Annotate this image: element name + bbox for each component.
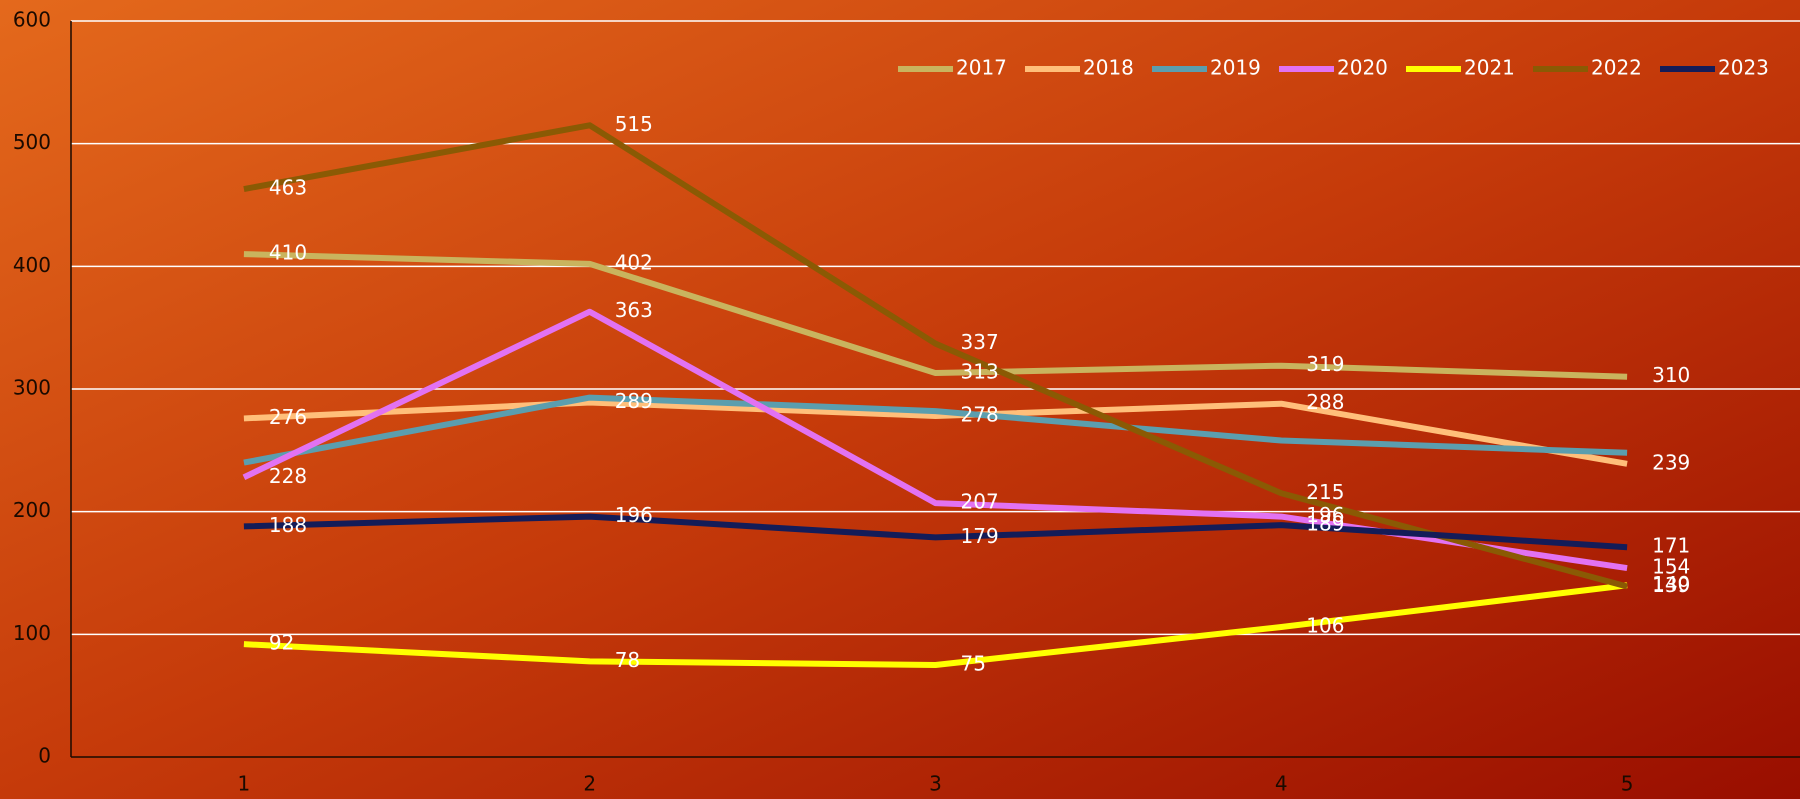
x-tick-label: 5 (1621, 772, 1634, 796)
data-label: 154 (1652, 555, 1690, 579)
data-label: 228 (269, 464, 307, 488)
y-tick-label: 200 (13, 498, 51, 522)
data-label: 337 (961, 330, 999, 354)
data-label: 171 (1652, 534, 1690, 558)
x-tick-label: 2 (583, 772, 596, 796)
data-label: 196 (1306, 503, 1344, 527)
y-tick-label: 400 (13, 253, 51, 277)
data-label: 313 (961, 360, 999, 384)
data-label: 402 (615, 250, 653, 274)
legend-label: 2018 (1083, 56, 1134, 80)
line (243, 122, 1628, 590)
y-tick-label: 0 (38, 744, 51, 768)
data-label: 410 (269, 241, 307, 265)
data-label: 310 (1652, 363, 1690, 387)
data-label: 140 (1652, 572, 1690, 596)
line (243, 582, 1628, 668)
data-label: 288 (1306, 390, 1344, 414)
line (243, 251, 1628, 380)
x-tick-label: 3 (929, 772, 942, 796)
data-label: 92 (269, 631, 294, 655)
data-label: 276 (269, 405, 307, 429)
y-tick-label: 100 (13, 621, 51, 645)
data-label: 106 (1306, 613, 1344, 637)
data-label: 78 (615, 648, 640, 672)
data-label: 215 (1306, 480, 1344, 504)
legend-label: 2020 (1337, 56, 1388, 80)
data-label: 207 (961, 490, 999, 514)
data-label: 289 (615, 389, 653, 413)
legend-label: 2017 (956, 56, 1007, 80)
x-tick-label: 4 (1275, 772, 1288, 796)
data-label: 463 (269, 176, 307, 200)
x-tick-label: 1 (238, 772, 251, 796)
data-label: 75 (961, 652, 986, 676)
data-label: 239 (1652, 450, 1690, 474)
data-label: 189 (1306, 512, 1344, 536)
data-label: 515 (615, 112, 653, 136)
data-label: 196 (615, 503, 653, 527)
y-tick-label: 500 (13, 130, 51, 154)
data-label: 139 (1652, 573, 1690, 597)
line (243, 399, 1628, 467)
data-label: 363 (615, 298, 653, 322)
legend-label: 2019 (1210, 56, 1261, 80)
data-label: 319 (1306, 352, 1344, 376)
data-label: 188 (269, 513, 307, 537)
legend-label: 2021 (1464, 56, 1515, 80)
line (243, 394, 1628, 466)
data-label: 179 (961, 524, 999, 548)
y-tick-label: 300 (13, 376, 51, 400)
legend-label: 2023 (1718, 56, 1769, 80)
y-tick-label: 600 (13, 8, 51, 32)
data-label: 278 (961, 402, 999, 426)
legend-label: 2022 (1591, 56, 1642, 80)
line (243, 513, 1628, 551)
